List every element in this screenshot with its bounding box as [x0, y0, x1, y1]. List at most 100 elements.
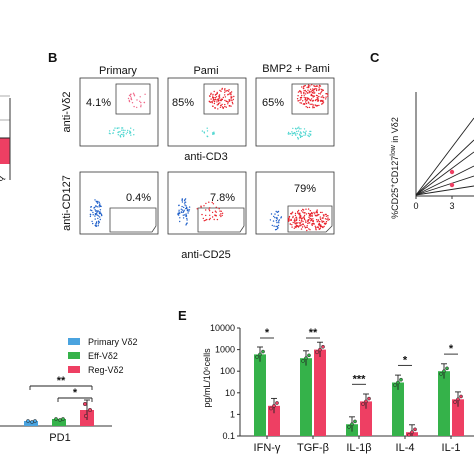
facs-dot	[181, 201, 184, 203]
facs-dot	[231, 99, 233, 102]
facs-dot	[308, 133, 310, 135]
facs-dot	[313, 85, 315, 87]
facs-dot	[324, 218, 327, 220]
facs-dot	[95, 223, 97, 225]
facs-dot	[292, 127, 294, 130]
facs-dot	[315, 228, 317, 230]
facs-dot	[291, 211, 294, 213]
chart-e-point	[307, 353, 311, 358]
facs-dot	[311, 91, 314, 94]
facs-dot	[310, 220, 312, 222]
facs-dot	[95, 213, 98, 215]
chart-e-point	[301, 359, 305, 363]
facs-dot	[216, 99, 218, 101]
chart-e-y-tick-label: 10000	[210, 323, 235, 333]
facs-dot	[277, 211, 279, 213]
facs-dot	[294, 212, 297, 215]
facs-dot	[319, 85, 322, 87]
facs-dot	[312, 99, 314, 102]
facs-dot	[228, 105, 231, 107]
gate-top-bmp2	[291, 83, 329, 115]
percent-bottom-primary: 0.4%	[126, 192, 151, 204]
facs-dot	[297, 130, 300, 132]
chart-e-sig-label: *	[449, 343, 454, 355]
facs-plot-top-primary	[79, 77, 159, 147]
facs-dot	[185, 205, 187, 207]
facs-dot	[136, 99, 138, 101]
facs-dot	[125, 133, 128, 135]
facs-dot	[273, 215, 275, 218]
facs-dot	[132, 92, 135, 95]
chart-e-point	[255, 355, 259, 359]
facs-dot	[303, 225, 306, 227]
facs-dot	[178, 211, 180, 213]
facs-dot	[128, 99, 130, 102]
facs-dot	[319, 220, 321, 223]
facs-dot	[307, 219, 309, 221]
gate-bottom-primary	[109, 207, 157, 233]
facs-dot	[298, 219, 301, 221]
facs-dot	[302, 220, 304, 223]
facs-dot	[95, 210, 98, 212]
facs-dot	[316, 104, 319, 107]
chart-e-point	[304, 356, 308, 361]
facs-dot	[305, 93, 307, 95]
facs-dot	[325, 213, 327, 216]
gate-top-primary	[115, 83, 151, 115]
facs-dot	[315, 211, 317, 213]
facs-dot	[213, 102, 216, 105]
facs-dot	[127, 129, 129, 132]
facs-dot	[94, 215, 96, 217]
facs-dot	[214, 97, 216, 99]
facs-dot	[289, 133, 292, 135]
facs-dot	[221, 103, 223, 106]
facs-dot	[301, 217, 303, 219]
chart-e-x-tick-label: IL-4	[396, 442, 415, 454]
facs-dot	[311, 89, 314, 92]
facs-dot	[309, 134, 312, 136]
facs-dot	[224, 89, 226, 91]
facs-dot	[296, 133, 298, 135]
facs-dot	[312, 96, 314, 98]
facs-dot	[93, 207, 95, 209]
facs-dot	[299, 222, 301, 224]
facs-dot	[275, 217, 278, 219]
percent-top-pami: 85%	[172, 97, 194, 109]
legend-label-eff: Eff-Vδ2	[88, 351, 118, 361]
facs-dot	[98, 201, 101, 203]
facs-plot-top-pami	[167, 77, 247, 147]
facs-dot	[297, 91, 300, 93]
chart-e-point	[396, 380, 400, 385]
facs-dot	[214, 107, 216, 109]
facs-dot	[217, 102, 220, 105]
facs-dot	[294, 220, 296, 222]
facs-dot	[140, 106, 142, 108]
facs-dot	[97, 201, 99, 203]
facs-dot	[300, 96, 303, 99]
facs-dot	[313, 91, 315, 93]
facs-dot	[316, 210, 318, 212]
facs-dot	[136, 106, 138, 109]
facs-dot	[309, 103, 311, 106]
facs-dot	[230, 98, 232, 100]
facs-dot	[92, 211, 94, 214]
facs-dot	[304, 132, 307, 135]
facs-dot	[315, 88, 318, 90]
facs-dot	[122, 129, 125, 131]
facs-dot	[144, 93, 146, 96]
chart-e-sig-label: **	[309, 327, 318, 339]
chart-e-y-tick-label: 1000	[215, 345, 235, 355]
facs-dot	[274, 216, 276, 219]
facs-dot	[313, 211, 315, 214]
facs-dot	[228, 100, 230, 102]
facs-dot	[209, 217, 211, 220]
facs-dot	[92, 222, 94, 225]
facs-dot	[315, 227, 317, 229]
panel-c-y-label: %CD25+CD127low in Vδ2	[390, 117, 400, 219]
facs-dot	[227, 94, 229, 96]
facs-dot	[208, 100, 210, 103]
panel-c-point	[449, 182, 455, 188]
facs-dot	[119, 131, 121, 133]
facs-dot	[308, 98, 310, 101]
